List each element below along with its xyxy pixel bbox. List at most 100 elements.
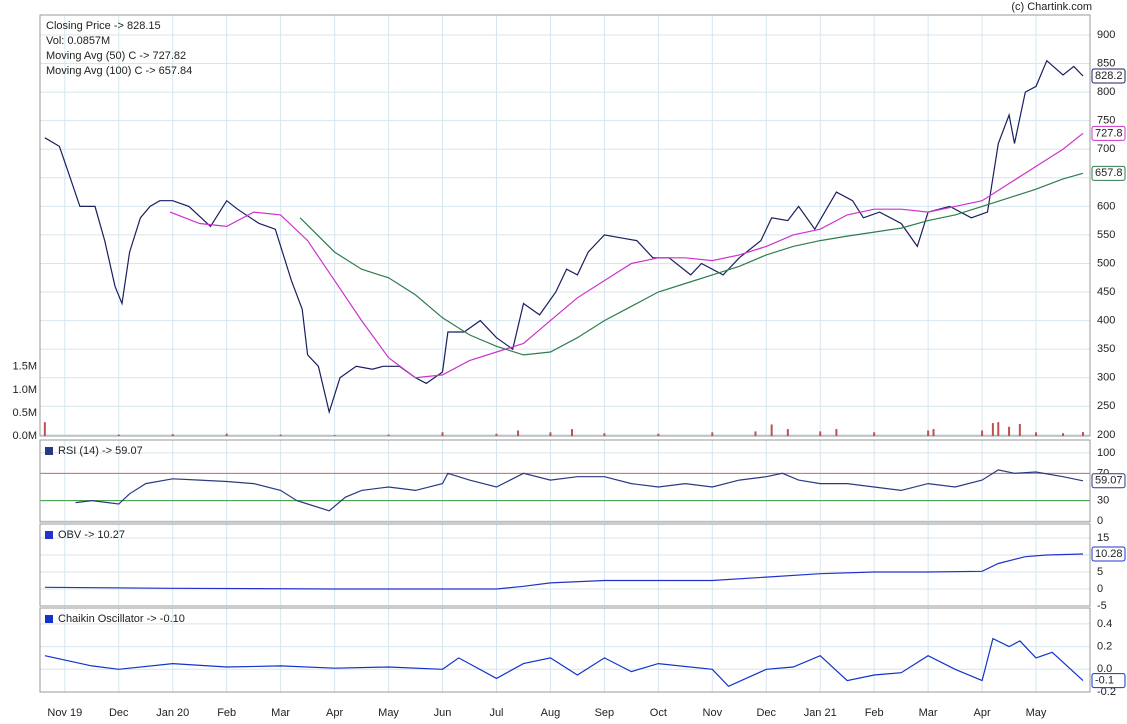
y2-tick-label: 0.0M [13, 430, 37, 442]
end-tag [1091, 125, 1126, 141]
panel-frame [39, 523, 1091, 607]
x-tick-label: Mar [919, 707, 938, 719]
volume-bar [754, 431, 757, 436]
x-tick-label: Jan 20 [156, 707, 189, 719]
end-tag [1091, 473, 1126, 489]
volume-bar [171, 434, 174, 436]
y-tick-label: 500 [1097, 257, 1115, 269]
volume-bar [932, 429, 935, 436]
y-tick-label: 200 [1097, 429, 1115, 441]
volume-bar [517, 430, 520, 436]
end-tag [1091, 546, 1126, 562]
volume-bar [1018, 424, 1021, 436]
x-tick-label: Mar [271, 707, 290, 719]
legend-entry: RSI (14) -> 59.07 [58, 445, 143, 457]
volume-bar [387, 434, 390, 436]
y-tick-label: 900 [1097, 29, 1115, 41]
end-tag [1091, 673, 1126, 689]
legend-swatch [45, 615, 53, 623]
legend-entry: Vol: 0.0857M [46, 35, 110, 47]
x-tick-label: Feb [865, 707, 884, 719]
legend-entry: Closing Price -> 828.15 [46, 20, 161, 32]
credit: (c) Chartink.com [1011, 1, 1092, 13]
end-tag-label: 10.28 [1095, 548, 1123, 560]
y2-tick-label: 1.0M [13, 384, 37, 396]
x-tick-label: Nov 19 [47, 707, 82, 719]
volume-bar [819, 431, 822, 436]
x-tick-label: Jul [489, 707, 503, 719]
legend-entry: Chaikin Oscillator -> -0.10 [58, 613, 185, 625]
y-tick-label: 0 [1097, 583, 1103, 595]
y-tick-label: 0.4 [1097, 618, 1112, 630]
end-tag [1091, 68, 1126, 84]
y-tick-label: 600 [1097, 200, 1115, 212]
legend-entry: OBV -> 10.27 [58, 529, 125, 541]
x-tick-label: Apr [974, 707, 991, 719]
y-tick-label: 750 [1097, 115, 1115, 127]
panel-frame [39, 607, 1091, 693]
volume-bar [1035, 432, 1038, 436]
volume-bar [835, 429, 838, 436]
x-tick-label: Aug [541, 707, 561, 719]
volume-bar [786, 429, 789, 436]
series-line [75, 469, 1084, 512]
legend-entry: Moving Avg (100) C -> 657.84 [46, 65, 192, 77]
y-tick-label: 700 [1097, 143, 1115, 155]
volume-bar [603, 433, 606, 436]
x-tick-label: Sep [595, 707, 615, 719]
volume-bar [991, 423, 994, 436]
x-tick-label: Apr [326, 707, 343, 719]
volume-bar [711, 432, 714, 436]
end-tag-label: 657.8 [1095, 167, 1123, 179]
legend-swatch [45, 447, 53, 455]
y-tick-label: 400 [1097, 315, 1115, 327]
x-tick-label: Jun [434, 707, 452, 719]
x-tick-label: Jan 21 [804, 707, 837, 719]
y-tick-label: 800 [1097, 86, 1115, 98]
volume-bar [657, 433, 660, 436]
y2-tick-label: 1.5M [13, 361, 37, 373]
series-line [44, 637, 1084, 688]
y-tick-label: -5 [1097, 600, 1107, 612]
volume-bar [873, 432, 876, 436]
x-tick-label: Dec [109, 707, 129, 719]
x-tick-label: May [378, 707, 399, 719]
volume-bar [1008, 426, 1011, 436]
panel-frame [39, 14, 1091, 437]
end-tag-label: 727.8 [1095, 127, 1123, 139]
y-tick-label: 350 [1097, 343, 1115, 355]
series-line [169, 132, 1084, 379]
y-tick-label: 450 [1097, 286, 1115, 298]
y-tick-label: -0.2 [1097, 686, 1116, 698]
y-tick-label: 30 [1097, 494, 1109, 506]
panel-frame [39, 439, 1091, 523]
legend-entry: Moving Avg (50) C -> 727.82 [46, 50, 186, 62]
x-tick-label: Dec [756, 707, 776, 719]
y-tick-label: 5 [1097, 566, 1103, 578]
series-line [44, 553, 1084, 590]
x-tick-label: Nov [703, 707, 723, 719]
y-tick-label: 250 [1097, 400, 1115, 412]
x-tick-label: May [1026, 707, 1047, 719]
volume-bar [571, 429, 574, 436]
y-tick-label: 0.2 [1097, 641, 1112, 653]
volume-bar [117, 434, 120, 436]
volume-bar [981, 430, 984, 436]
end-tag-label: 828.2 [1095, 70, 1123, 82]
y-tick-label: 100 [1097, 447, 1115, 459]
volume-bar [549, 432, 552, 436]
volume-bar [495, 433, 498, 436]
y-tick-label: 0.0 [1097, 663, 1112, 675]
y-tick-label: 300 [1097, 372, 1115, 384]
x-tick-label: Oct [650, 707, 667, 719]
series-line [44, 59, 1084, 415]
volume-bar [927, 430, 930, 436]
volume-bar [279, 434, 282, 436]
volume-bar [770, 424, 773, 436]
y-tick-label: 0 [1097, 515, 1103, 527]
y2-tick-label: 0.5M [13, 407, 37, 419]
volume-bar [441, 432, 444, 436]
end-tag-label: -0.1 [1095, 675, 1114, 687]
volume-bar [1081, 432, 1084, 436]
